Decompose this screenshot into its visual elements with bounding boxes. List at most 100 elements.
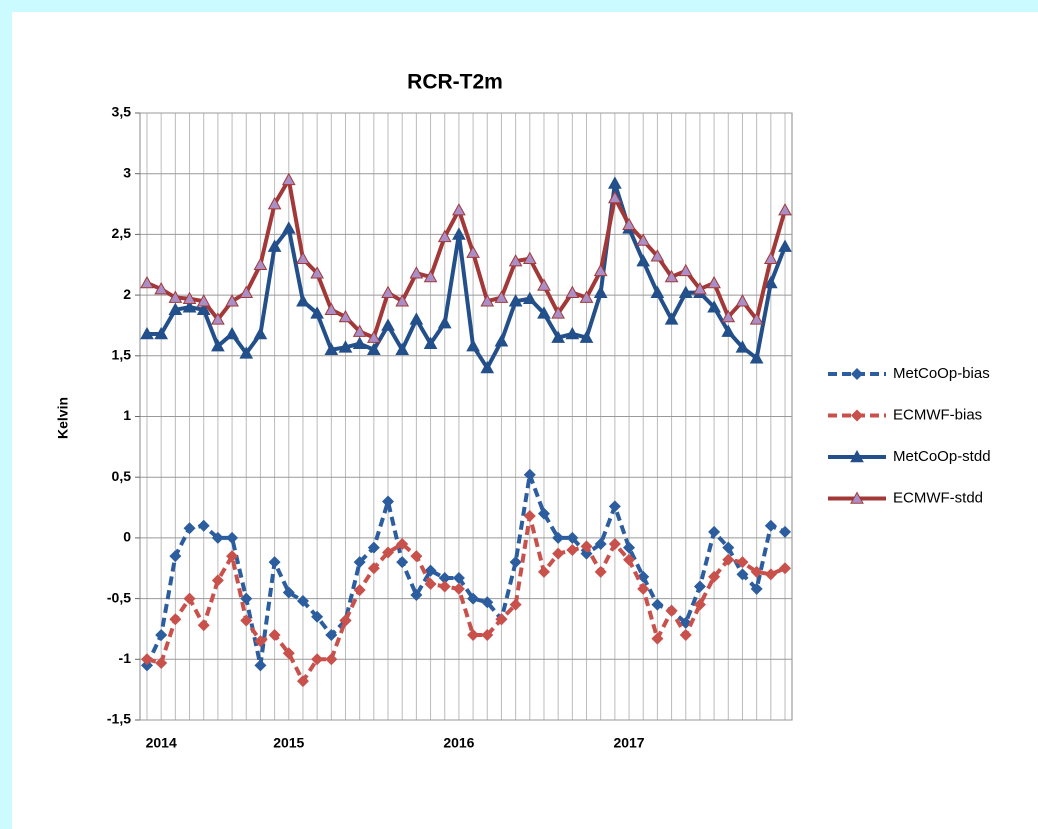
marker-diamond <box>197 619 210 632</box>
marker-diamond <box>282 586 295 599</box>
marker-diamond <box>211 574 224 587</box>
marker-diamond <box>424 564 437 577</box>
marker-triangle <box>850 449 864 463</box>
marker-triangle <box>508 294 523 307</box>
marker-diamond <box>623 541 636 554</box>
marker-diamond <box>211 531 224 544</box>
marker-diamond <box>523 468 536 481</box>
marker-diamond <box>339 614 352 627</box>
marker-diamond <box>708 525 721 538</box>
marker-triangle <box>494 290 509 303</box>
marker-diamond <box>537 507 550 520</box>
marker-diamond <box>779 562 791 575</box>
marker-triangle <box>182 291 197 305</box>
marker-triangle <box>352 336 367 349</box>
marker-triangle <box>168 302 183 315</box>
marker-diamond <box>183 522 196 535</box>
marker-triangle <box>707 300 721 313</box>
marker-diamond <box>750 565 763 578</box>
marker-triangle <box>466 245 480 258</box>
marker-triangle <box>310 306 324 319</box>
marker-triangle <box>366 330 381 343</box>
y-tick-label: 3,5 <box>112 104 132 120</box>
marker-triangle <box>225 326 239 340</box>
marker-diamond <box>282 647 295 660</box>
marker-diamond <box>254 635 267 648</box>
marker-diamond <box>566 544 579 557</box>
marker-triangle <box>452 203 466 216</box>
marker-triangle <box>778 239 792 252</box>
marker-diamond <box>764 519 777 532</box>
marker-triangle <box>381 318 395 331</box>
y-tick-label: 2,5 <box>112 225 132 241</box>
marker-triangle <box>338 340 353 353</box>
marker-triangle <box>636 254 651 267</box>
marker-diamond <box>367 562 380 575</box>
y-tick-label: -1,5 <box>107 711 131 727</box>
series-line <box>146 177 787 340</box>
marker-diamond <box>424 578 437 591</box>
y-tick-label: 3 <box>123 164 131 180</box>
x-tick-label: 2017 <box>613 735 644 751</box>
marker-triangle <box>735 340 750 353</box>
marker-diamond <box>155 656 168 669</box>
marker-diamond <box>268 629 281 642</box>
marker-triangle <box>565 285 580 298</box>
marker-triangle <box>409 266 424 279</box>
marker-diamond <box>552 531 565 544</box>
marker-triangle <box>437 229 452 243</box>
marker-triangle <box>140 275 154 289</box>
marker-triangle <box>423 336 438 349</box>
marker-triangle <box>650 285 665 298</box>
legend-label: MetCoOp-bias <box>893 365 990 382</box>
legend-label: MetCoOp-stdd <box>893 448 991 465</box>
marker-diamond <box>736 568 749 581</box>
marker-diamond <box>410 588 423 601</box>
x-tick-label: 2016 <box>443 735 474 751</box>
marker-diamond <box>382 546 395 559</box>
marker-triangle <box>579 330 594 343</box>
marker-diamond <box>481 596 494 609</box>
y-tick-label: -0,5 <box>107 589 131 605</box>
marker-diamond <box>481 629 494 642</box>
marker-triangle <box>239 346 254 359</box>
marker-diamond <box>410 550 423 563</box>
marker-triangle <box>707 275 721 289</box>
marker-triangle <box>452 227 466 240</box>
marker-diamond <box>296 675 309 688</box>
marker-triangle <box>211 339 225 352</box>
marker-triangle <box>622 217 636 230</box>
y-tick-label: 0 <box>123 529 131 545</box>
marker-diamond <box>722 553 735 566</box>
marker-triangle <box>140 326 154 340</box>
marker-triangle <box>225 294 239 307</box>
marker-diamond <box>311 610 324 623</box>
marker-triangle <box>281 172 296 186</box>
marker-triangle <box>267 239 282 252</box>
marker-triangle <box>693 282 707 295</box>
marker-triangle <box>168 290 183 303</box>
marker-triangle <box>395 294 410 307</box>
marker-triangle <box>310 266 324 279</box>
marker-triangle <box>352 324 367 337</box>
marker-triangle <box>154 282 169 295</box>
marker-diamond <box>141 659 153 672</box>
marker-diamond <box>197 519 210 532</box>
marker-triangle <box>579 290 594 303</box>
marker-triangle <box>778 203 792 216</box>
marker-triangle <box>296 251 310 264</box>
marker-diamond <box>311 653 324 666</box>
marker-triangle <box>366 342 381 356</box>
marker-triangle <box>466 339 480 352</box>
marker-diamond <box>693 580 706 593</box>
marker-triangle <box>480 294 495 307</box>
marker-diamond <box>226 550 239 563</box>
marker-diamond <box>155 629 168 642</box>
marker-triangle <box>664 312 679 325</box>
marker-triangle <box>678 285 693 298</box>
marker-diamond <box>438 571 451 584</box>
marker-triangle <box>537 306 551 319</box>
marker-diamond <box>467 629 480 642</box>
